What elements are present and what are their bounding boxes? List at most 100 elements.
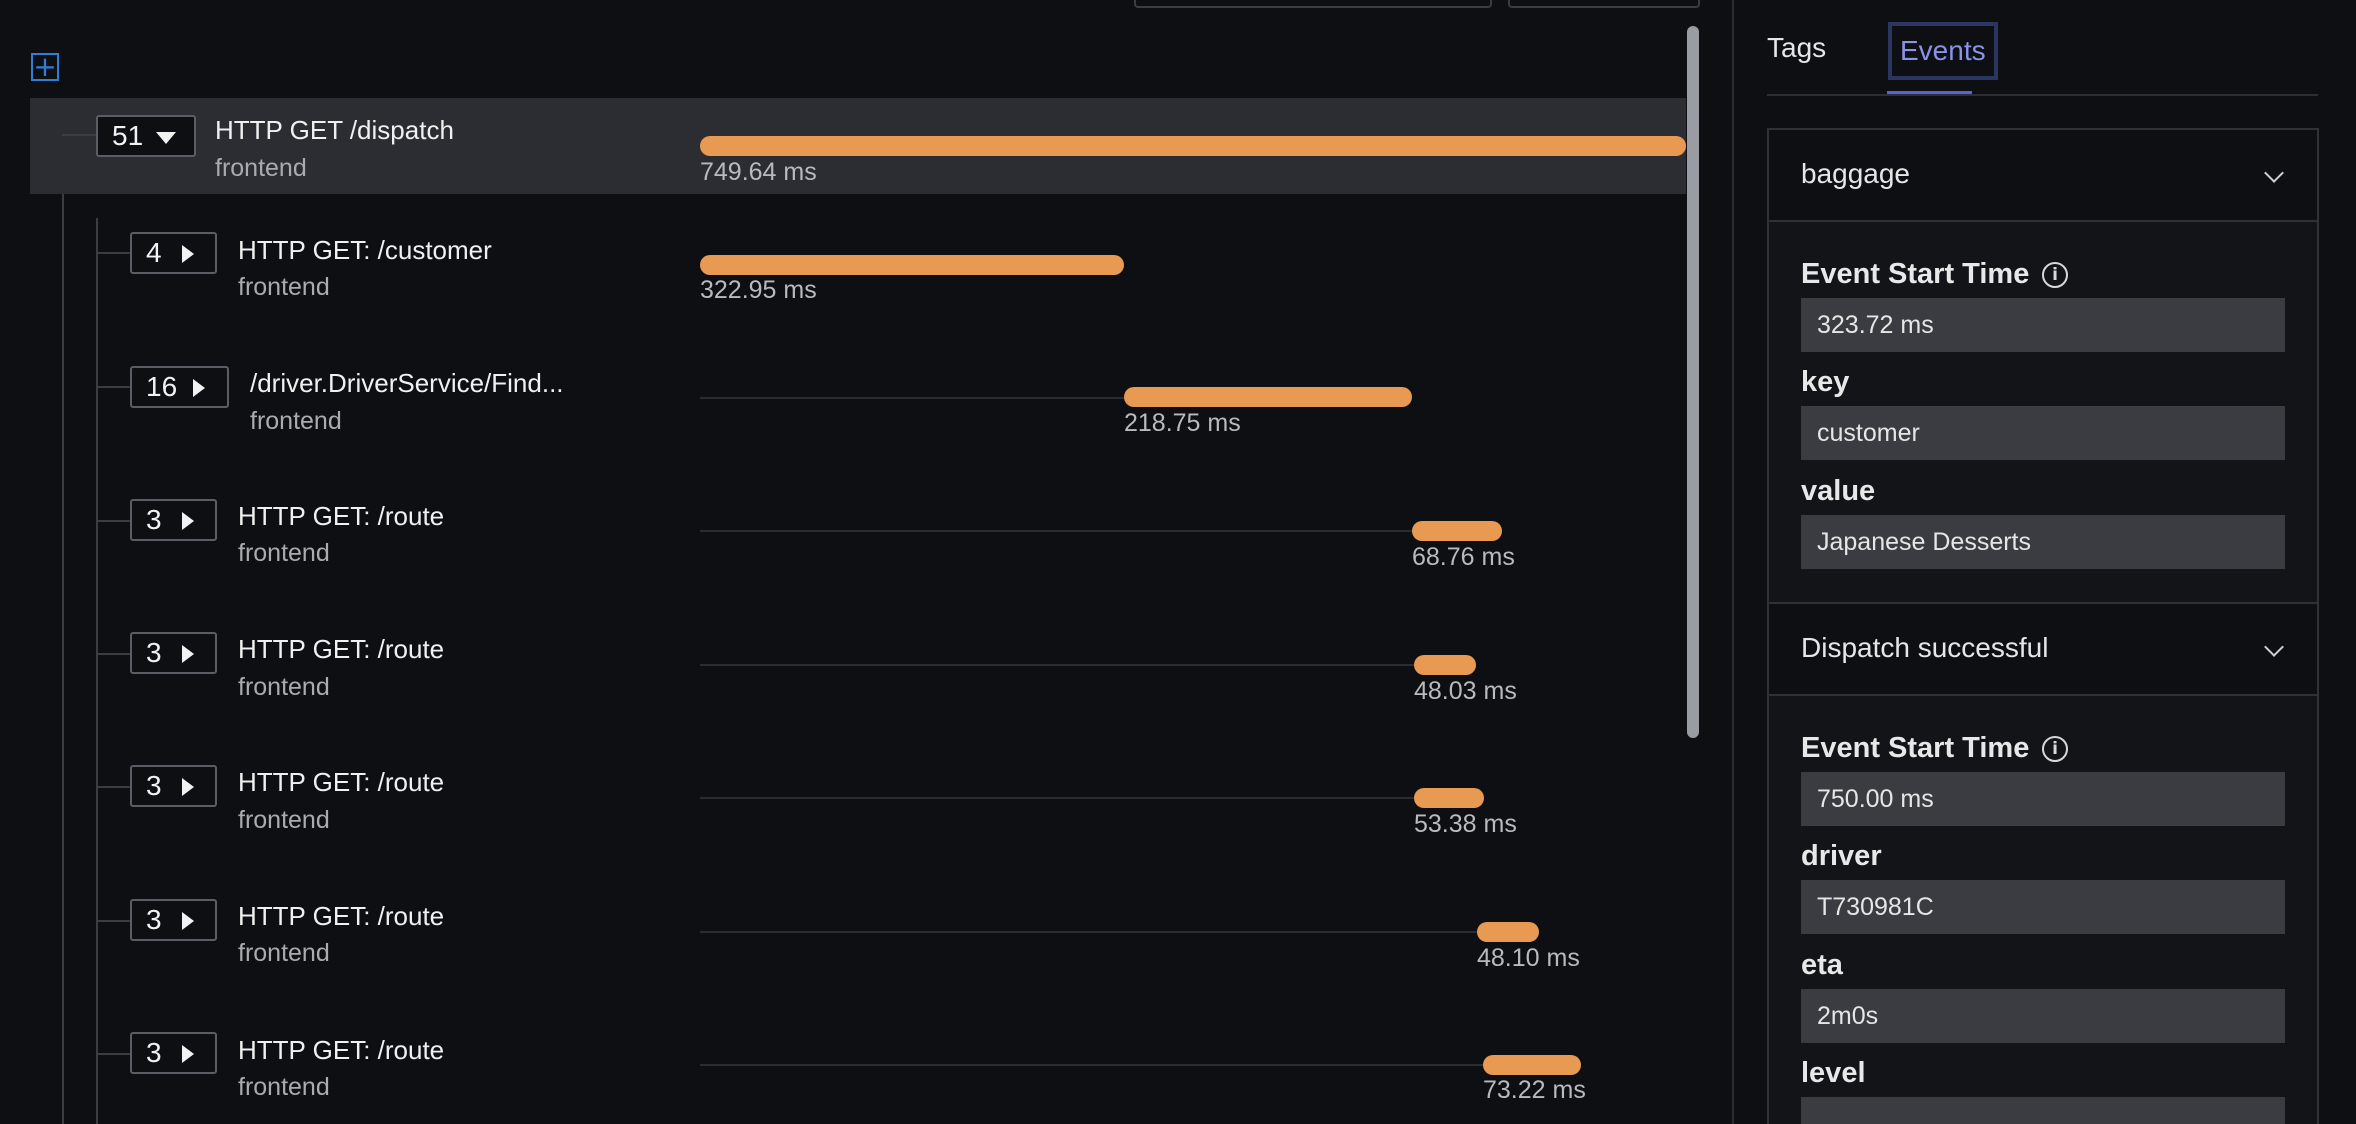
span-row-find-driver[interactable]: 16 /driver.DriverService/Find... fronten…: [30, 351, 1686, 447]
field-eta-label: eta: [1801, 949, 1843, 981]
span-toggle-button[interactable]: 3: [130, 1032, 217, 1074]
event-header[interactable]: baggage: [1769, 130, 2317, 222]
caret-right-icon: [193, 379, 205, 397]
panel-divider[interactable]: [1732, 0, 1734, 1124]
info-icon[interactable]: i: [2042, 736, 2068, 762]
event-card-baggage: baggage Event Start Time i 323.72 ms key…: [1767, 128, 2319, 604]
span-row-route[interactable]: 3 HTTP GET: /route frontend 53.38 ms: [30, 751, 1686, 847]
chevron-down-icon[interactable]: [2264, 163, 2284, 183]
span-duration-bar[interactable]: [700, 136, 1686, 156]
span-row-route[interactable]: 3 HTTP GET: /route frontend 68.76 ms: [30, 484, 1686, 580]
tree-connector: [96, 252, 160, 254]
span-duration-bar[interactable]: [1483, 1055, 1581, 1075]
event-start-time-label: Event Start Time: [1801, 732, 2030, 764]
active-tab-indicator: [1887, 91, 1972, 95]
span-duration: 749.64 ms: [700, 158, 817, 186]
event-title: baggage: [1801, 158, 1911, 189]
span-service: frontend: [238, 673, 330, 701]
span-duration: 48.10 ms: [1477, 944, 1580, 972]
field-value-label: value: [1801, 475, 1876, 507]
field-eta-value: 2m0s: [1801, 989, 2285, 1043]
span-service: frontend: [250, 407, 342, 435]
span-toggle-button[interactable]: 3: [130, 632, 217, 674]
child-count: 3: [146, 770, 162, 801]
span-duration: 73.22 ms: [1483, 1076, 1586, 1104]
span-toggle-button[interactable]: 3: [130, 899, 217, 941]
span-toggle-button[interactable]: 51: [96, 115, 196, 157]
span-duration-bar[interactable]: [700, 255, 1124, 275]
span-toggle-button[interactable]: 16: [130, 366, 229, 408]
span-name: HTTP GET /dispatch: [215, 115, 454, 145]
timeline-track: [700, 397, 1124, 399]
span-service: frontend: [238, 806, 330, 834]
child-count: 51: [112, 120, 144, 151]
trace-timeline-panel: + 51 HTTP GET /dispatch frontend 749.64 …: [30, 0, 1700, 1124]
timeline-track: [700, 664, 1414, 666]
timeline-track: [700, 530, 1412, 532]
vertical-scrollbar[interactable]: [1687, 26, 1699, 738]
span-row-route[interactable]: 3 HTTP GET: /route frontend 48.10 ms: [30, 885, 1686, 981]
span-duration-bar[interactable]: [1412, 521, 1502, 541]
field-value-value: Japanese Desserts: [1801, 515, 2285, 569]
field-key-label: key: [1801, 366, 1850, 398]
child-count: 16: [146, 371, 178, 402]
span-name: HTTP GET: /route: [238, 501, 445, 531]
event-title: Dispatch successful: [1801, 632, 2049, 663]
span-row-customer[interactable]: 4 HTTP GET: /customer frontend 322.95 ms: [30, 218, 1686, 314]
span-duration-bar[interactable]: [1414, 655, 1476, 675]
field-driver-label: driver: [1801, 840, 1882, 872]
child-count: 3: [146, 637, 162, 668]
span-toggle-button[interactable]: 4: [130, 232, 217, 274]
span-toggle-button[interactable]: 3: [130, 765, 217, 807]
field-key-value: customer: [1801, 406, 2285, 460]
toolbar-button[interactable]: [1134, 0, 1492, 8]
tree-connector: [96, 386, 162, 388]
span-duration-bar[interactable]: [1477, 922, 1539, 942]
info-icon[interactable]: i: [2042, 262, 2068, 288]
event-card-dispatch-successful: Dispatch successful Event Start Time i 7…: [1767, 602, 2319, 1124]
span-name: HTTP GET: /route: [238, 1035, 445, 1065]
chevron-down-icon[interactable]: [2264, 637, 2284, 657]
caret-right-icon: [182, 245, 194, 263]
field-driver-value: T730981C: [1801, 880, 2285, 934]
span-duration-bar[interactable]: [1414, 788, 1484, 808]
tree-guide-line: [96, 218, 98, 1124]
caret-right-icon: [182, 912, 194, 930]
span-name: /driver.DriverService/Find...: [250, 368, 564, 398]
expand-all-icon[interactable]: +: [31, 53, 59, 81]
child-count: 3: [146, 904, 162, 935]
tree-connector: [96, 520, 160, 522]
field-level-value: [1801, 1097, 2285, 1124]
tree-guide-line: [62, 100, 64, 1124]
child-count: 3: [146, 1037, 162, 1068]
span-service: frontend: [238, 1073, 330, 1101]
caret-right-icon: [182, 1045, 194, 1063]
event-header[interactable]: Dispatch successful: [1769, 604, 2317, 696]
span-name: HTTP GET: /route: [238, 767, 445, 797]
span-name: HTTP GET: /route: [238, 901, 445, 931]
toolbar-button[interactable]: [1508, 0, 1700, 8]
span-row-dispatch[interactable]: 51 HTTP GET /dispatch frontend 749.64 ms: [30, 98, 1686, 194]
field-level-label: level: [1801, 1057, 1866, 1089]
span-duration: 218.75 ms: [1124, 409, 1241, 437]
timeline-track: [700, 931, 1478, 933]
caret-right-icon: [182, 645, 194, 663]
tabs-divider: [1767, 94, 2318, 96]
span-service: frontend: [238, 539, 330, 567]
span-row-route[interactable]: 3 HTTP GET: /route frontend 73.22 ms: [30, 1018, 1686, 1114]
span-service: frontend: [238, 939, 330, 967]
span-duration-bar[interactable]: [1124, 387, 1412, 407]
span-name: HTTP GET: /customer: [238, 235, 492, 265]
child-count: 3: [146, 504, 162, 535]
tab-events[interactable]: Events: [1888, 22, 1998, 80]
span-duration: 322.95 ms: [700, 276, 817, 304]
tab-tags[interactable]: Tags: [1767, 32, 1827, 63]
event-start-time-label: Event Start Time: [1801, 258, 2030, 290]
span-toggle-button[interactable]: 3: [130, 499, 217, 541]
tree-connector: [96, 920, 160, 922]
tree-connector: [96, 1053, 160, 1055]
event-start-time-value: 750.00 ms: [1801, 772, 2285, 826]
caret-right-icon: [182, 778, 194, 796]
span-row-route[interactable]: 3 HTTP GET: /route frontend 48.03 ms: [30, 618, 1686, 714]
tree-connector: [62, 134, 128, 136]
